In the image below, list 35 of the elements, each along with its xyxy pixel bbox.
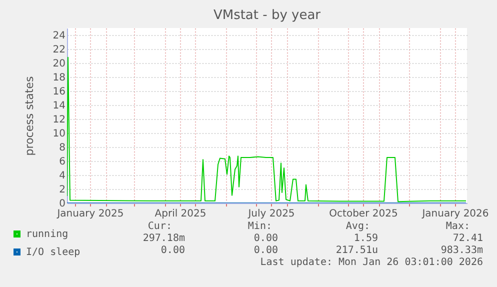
x-tick-label: January 2026 [421,208,489,220]
text: 0.00 [160,245,185,257]
text: Min: [248,221,272,233]
text: 297.18m [142,233,185,245]
text: 72.41 [452,233,483,245]
y-tick-label: 0 [59,198,66,210]
chart-title: VMstat - by year [213,8,322,23]
y-axis-title: process states [22,76,36,156]
x-tick-label: October 2025 [329,208,398,220]
text: Cur: [148,221,172,233]
x-tick-label: July 2025 [247,208,295,220]
text: Last update: Mon Jan 26 03:01:00 2026 [260,257,483,269]
y-tick-label: 6 [59,156,66,168]
y-tick-label: 18 [52,72,66,84]
text: 983.33m [440,245,483,257]
text: 0.00 [254,233,278,245]
y-tick-label: 10 [52,128,66,140]
y-tick-label: 20 [52,58,66,70]
legend-label: I/O sleep [26,247,80,258]
y-tick-label: 2 [59,184,66,196]
text: 217.51u [336,245,378,257]
y-tick-label: 8 [59,142,66,154]
text: 0.00 [254,245,278,257]
y-tick-label: 4 [59,170,66,182]
text: Avg: [346,221,370,233]
y-tick-label: 16 [52,86,66,98]
y-tick-label: 12 [52,114,66,126]
x-tick-label: January 2025 [56,208,124,220]
y-tick-label: 14 [52,100,66,112]
text: Max: [446,221,470,233]
legend-label: running [26,229,68,240]
text: 1.59 [354,233,378,245]
y-tick-label: 22 [52,44,66,56]
y-tick-label: 24 [52,30,66,42]
x-tick-label: April 2025 [154,208,206,220]
